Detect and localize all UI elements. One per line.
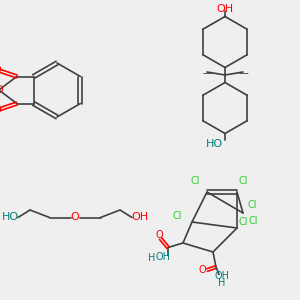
Text: O: O: [199, 265, 206, 275]
Text: OH: OH: [214, 271, 230, 281]
Text: Cl: Cl: [238, 217, 248, 227]
Text: O: O: [70, 212, 80, 223]
Text: HO: HO: [2, 212, 19, 223]
Text: H: H: [218, 278, 226, 289]
Text: OH: OH: [131, 212, 148, 223]
Text: HO: HO: [206, 139, 223, 149]
Text: Cl: Cl: [238, 176, 248, 187]
Text: —: —: [238, 68, 248, 79]
Text: Cl: Cl: [249, 215, 258, 226]
Text: Cl: Cl: [172, 211, 182, 221]
Text: OH: OH: [156, 251, 171, 262]
Text: O: O: [0, 85, 3, 95]
Text: Cl: Cl: [190, 176, 200, 187]
Text: Cl: Cl: [247, 200, 257, 211]
Text: H: H: [148, 253, 155, 263]
Text: OH: OH: [216, 4, 234, 14]
Text: O: O: [0, 105, 1, 115]
Text: O: O: [0, 65, 1, 75]
Text: —: —: [202, 68, 212, 79]
Text: O: O: [155, 230, 163, 241]
